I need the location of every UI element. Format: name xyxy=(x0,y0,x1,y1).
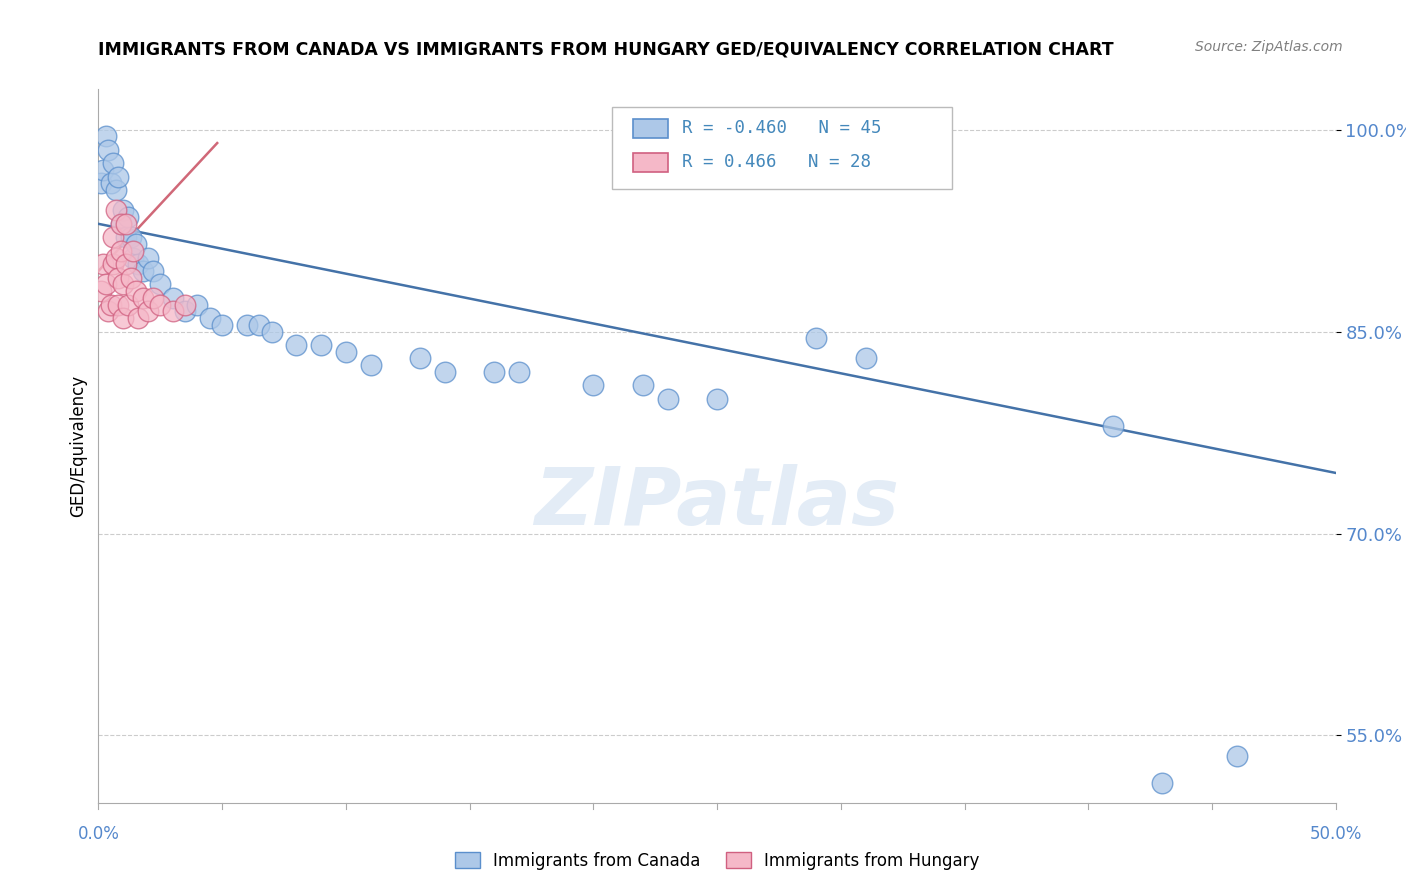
Point xyxy=(1226,748,1249,763)
Point xyxy=(112,277,135,292)
Point xyxy=(122,244,145,258)
FancyBboxPatch shape xyxy=(612,107,952,189)
Point xyxy=(127,257,149,271)
Point xyxy=(186,298,208,312)
Point xyxy=(1102,418,1125,433)
Point xyxy=(132,264,155,278)
Point xyxy=(104,183,127,197)
Point xyxy=(100,298,122,312)
Text: ZIPatlas: ZIPatlas xyxy=(534,464,900,542)
Text: Source: ZipAtlas.com: Source: ZipAtlas.com xyxy=(1195,40,1343,54)
Point xyxy=(114,217,136,231)
Point xyxy=(107,270,129,285)
Point xyxy=(94,277,117,292)
Point xyxy=(174,298,197,312)
Point xyxy=(706,392,728,406)
Point xyxy=(103,257,125,271)
Text: R = 0.466   N = 28: R = 0.466 N = 28 xyxy=(682,153,872,171)
Point xyxy=(114,257,136,271)
Point xyxy=(110,217,132,231)
Point xyxy=(142,291,165,305)
Point xyxy=(236,318,259,332)
Point xyxy=(100,177,122,191)
Text: IMMIGRANTS FROM CANADA VS IMMIGRANTS FROM HUNGARY GED/EQUIVALENCY CORRELATION CH: IMMIGRANTS FROM CANADA VS IMMIGRANTS FRO… xyxy=(98,40,1114,58)
Point xyxy=(124,237,146,252)
Point xyxy=(124,284,146,298)
Point xyxy=(103,230,125,244)
Point xyxy=(132,291,155,305)
Point xyxy=(409,351,432,366)
Point xyxy=(309,338,332,352)
Point xyxy=(484,365,506,379)
Point xyxy=(122,251,145,265)
Text: R = -0.460   N = 45: R = -0.460 N = 45 xyxy=(682,119,882,136)
Point xyxy=(104,251,127,265)
Point xyxy=(198,311,221,326)
Point xyxy=(120,230,142,244)
Point xyxy=(94,129,117,144)
Point xyxy=(804,331,827,345)
Point xyxy=(120,270,142,285)
Text: 0.0%: 0.0% xyxy=(77,825,120,843)
Point xyxy=(285,338,308,352)
Point xyxy=(162,291,184,305)
Point xyxy=(136,304,159,318)
Y-axis label: GED/Equivalency: GED/Equivalency xyxy=(69,375,87,517)
Point xyxy=(104,203,127,218)
Point xyxy=(657,392,679,406)
Point xyxy=(112,311,135,326)
Point xyxy=(142,264,165,278)
Point xyxy=(136,251,159,265)
Point xyxy=(117,298,139,312)
Point xyxy=(90,284,112,298)
Text: 50.0%: 50.0% xyxy=(1309,825,1362,843)
Point xyxy=(110,244,132,258)
Point xyxy=(93,257,115,271)
Point xyxy=(93,163,115,178)
Point xyxy=(260,325,283,339)
Point xyxy=(582,378,605,392)
Point xyxy=(360,358,382,372)
Point xyxy=(97,143,120,157)
Point xyxy=(631,378,654,392)
Point xyxy=(335,344,357,359)
Point xyxy=(162,304,184,318)
Point xyxy=(855,351,877,366)
Point xyxy=(247,318,270,332)
Point xyxy=(174,304,197,318)
Point xyxy=(1152,775,1174,789)
Point xyxy=(107,298,129,312)
Point xyxy=(110,217,132,231)
Point xyxy=(127,311,149,326)
Point xyxy=(103,156,125,170)
Point xyxy=(107,169,129,184)
Point xyxy=(149,277,172,292)
Point xyxy=(97,304,120,318)
Point xyxy=(149,298,172,312)
Point xyxy=(433,365,456,379)
Point xyxy=(112,203,135,218)
Legend: Immigrants from Canada, Immigrants from Hungary: Immigrants from Canada, Immigrants from … xyxy=(449,846,986,877)
Point xyxy=(114,230,136,244)
Point xyxy=(211,318,233,332)
FancyBboxPatch shape xyxy=(633,153,668,172)
Point xyxy=(508,365,530,379)
Point xyxy=(90,177,112,191)
FancyBboxPatch shape xyxy=(633,120,668,137)
Point xyxy=(117,210,139,224)
